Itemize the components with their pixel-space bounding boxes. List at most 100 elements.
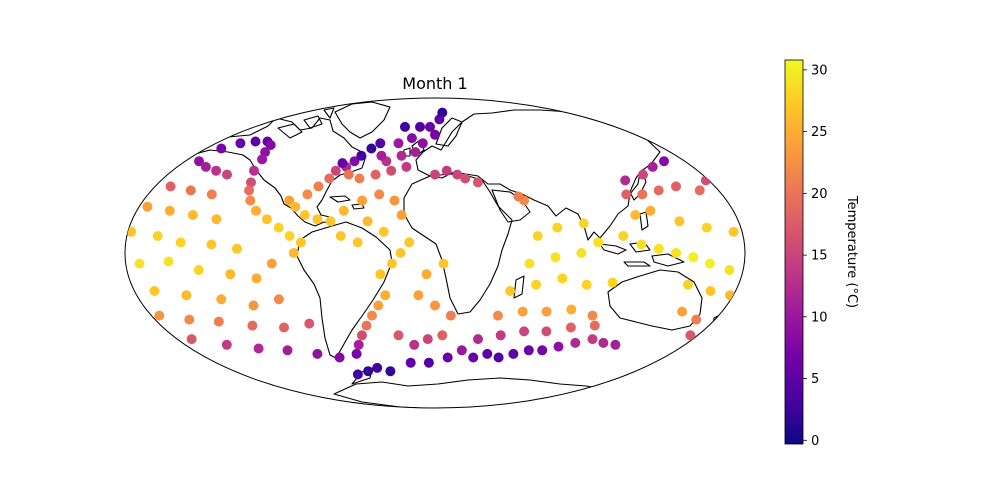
- scatter-point: [430, 169, 440, 180]
- scatter-point: [409, 339, 420, 350]
- scatter-point: [361, 320, 372, 331]
- scatter-point: [417, 138, 428, 149]
- scatter-point: [517, 306, 528, 317]
- scatter-point: [356, 150, 367, 161]
- scatter-point: [653, 185, 664, 196]
- scatter-point: [537, 345, 548, 356]
- scatter-point: [225, 269, 236, 280]
- scatter-point: [374, 189, 385, 200]
- coastline-scandinavia: [435, 117, 463, 147]
- scatter-point: [423, 357, 434, 368]
- scatter-point: [380, 290, 391, 301]
- scatter-point: [557, 273, 568, 284]
- scatter-point: [248, 300, 259, 311]
- scatter-point: [251, 205, 261, 216]
- scatter-point: [206, 239, 217, 250]
- coastline-arctic-islands: [277, 107, 335, 139]
- scatter-point: [338, 205, 349, 216]
- scatter-point: [482, 348, 493, 359]
- scatter-point: [186, 334, 197, 345]
- scatter-point: [645, 205, 656, 216]
- scatter-point: [352, 369, 363, 380]
- colorbar-label: Temperature (°C): [844, 195, 859, 308]
- scatter-point: [165, 181, 176, 192]
- scatter-point: [366, 143, 377, 154]
- scatter-point: [249, 165, 259, 176]
- scatter-point: [376, 150, 387, 161]
- scatter-point: [593, 237, 604, 248]
- scatter-point: [357, 195, 368, 206]
- scatter-point: [251, 273, 262, 284]
- colorbar-tick-label: 30: [811, 63, 828, 78]
- scatter-point: [724, 265, 735, 275]
- scatter-point: [245, 195, 256, 206]
- scatter-point: [505, 286, 516, 296]
- scatter-point: [400, 121, 410, 132]
- scatter-point: [257, 154, 268, 165]
- scatter-point: [565, 322, 576, 333]
- coastline-australia: [607, 269, 703, 331]
- scatter-point: [216, 143, 227, 154]
- scatter-point: [273, 222, 284, 233]
- scatter-point: [393, 330, 404, 341]
- scatter-point: [284, 195, 295, 206]
- scatter-point: [519, 326, 530, 337]
- scatter-point: [187, 210, 198, 220]
- scatter-point: [493, 352, 504, 363]
- scatter-point: [493, 310, 503, 321]
- scatter-point: [638, 169, 648, 180]
- coastline-philippines: [639, 211, 649, 231]
- scatter-point: [389, 195, 400, 206]
- scatter-point: [473, 334, 483, 345]
- scatter-point: [302, 189, 313, 200]
- scatter-point: [524, 258, 535, 269]
- scatter-point: [636, 239, 647, 250]
- scatter-point: [671, 248, 682, 258]
- map-title: Month 1: [402, 74, 467, 93]
- scatter-point: [566, 304, 577, 315]
- scatter-point: [363, 366, 374, 377]
- scatter-point: [351, 348, 362, 359]
- scatter-point: [244, 185, 255, 196]
- scatter-point: [385, 366, 396, 377]
- scatter-point: [313, 181, 324, 192]
- scatter-point: [508, 348, 519, 359]
- scatter-point: [513, 191, 524, 202]
- scatter-point: [352, 237, 363, 248]
- scatter-point: [587, 310, 598, 321]
- scatter-point: [704, 258, 715, 269]
- coastline-arabia: [491, 189, 531, 223]
- scatter-point: [677, 306, 688, 317]
- scatter-point: [163, 256, 174, 267]
- scatter-point: [437, 107, 448, 118]
- scatter-point: [372, 362, 383, 373]
- scatter-point: [290, 201, 301, 212]
- scatter-point: [152, 231, 163, 241]
- scatter-point: [149, 286, 160, 296]
- scatter-point: [581, 279, 592, 290]
- scatter-point: [282, 345, 293, 356]
- scatter-point: [550, 252, 561, 263]
- scatter-point: [552, 222, 563, 233]
- scatter-point: [415, 121, 425, 132]
- scatter-point: [553, 341, 564, 352]
- scatter-point: [578, 218, 589, 229]
- scatter-point: [422, 334, 433, 345]
- scatter-point: [235, 138, 246, 149]
- scatter-point: [438, 258, 449, 269]
- scatter-point: [395, 248, 406, 258]
- scatter-point: [531, 279, 542, 290]
- scatter-point: [691, 314, 702, 325]
- scatter-point: [288, 248, 299, 258]
- scatter-point: [284, 231, 295, 241]
- scatter-point: [598, 337, 609, 348]
- scatter-point: [362, 216, 373, 227]
- scatter-point: [576, 248, 587, 258]
- scatter-point: [472, 177, 483, 188]
- coastline-caribbean: [329, 195, 365, 210]
- scatter-point: [343, 169, 354, 180]
- scatter-point: [334, 352, 345, 363]
- scatter-point: [705, 286, 716, 296]
- scatter-point: [495, 330, 506, 341]
